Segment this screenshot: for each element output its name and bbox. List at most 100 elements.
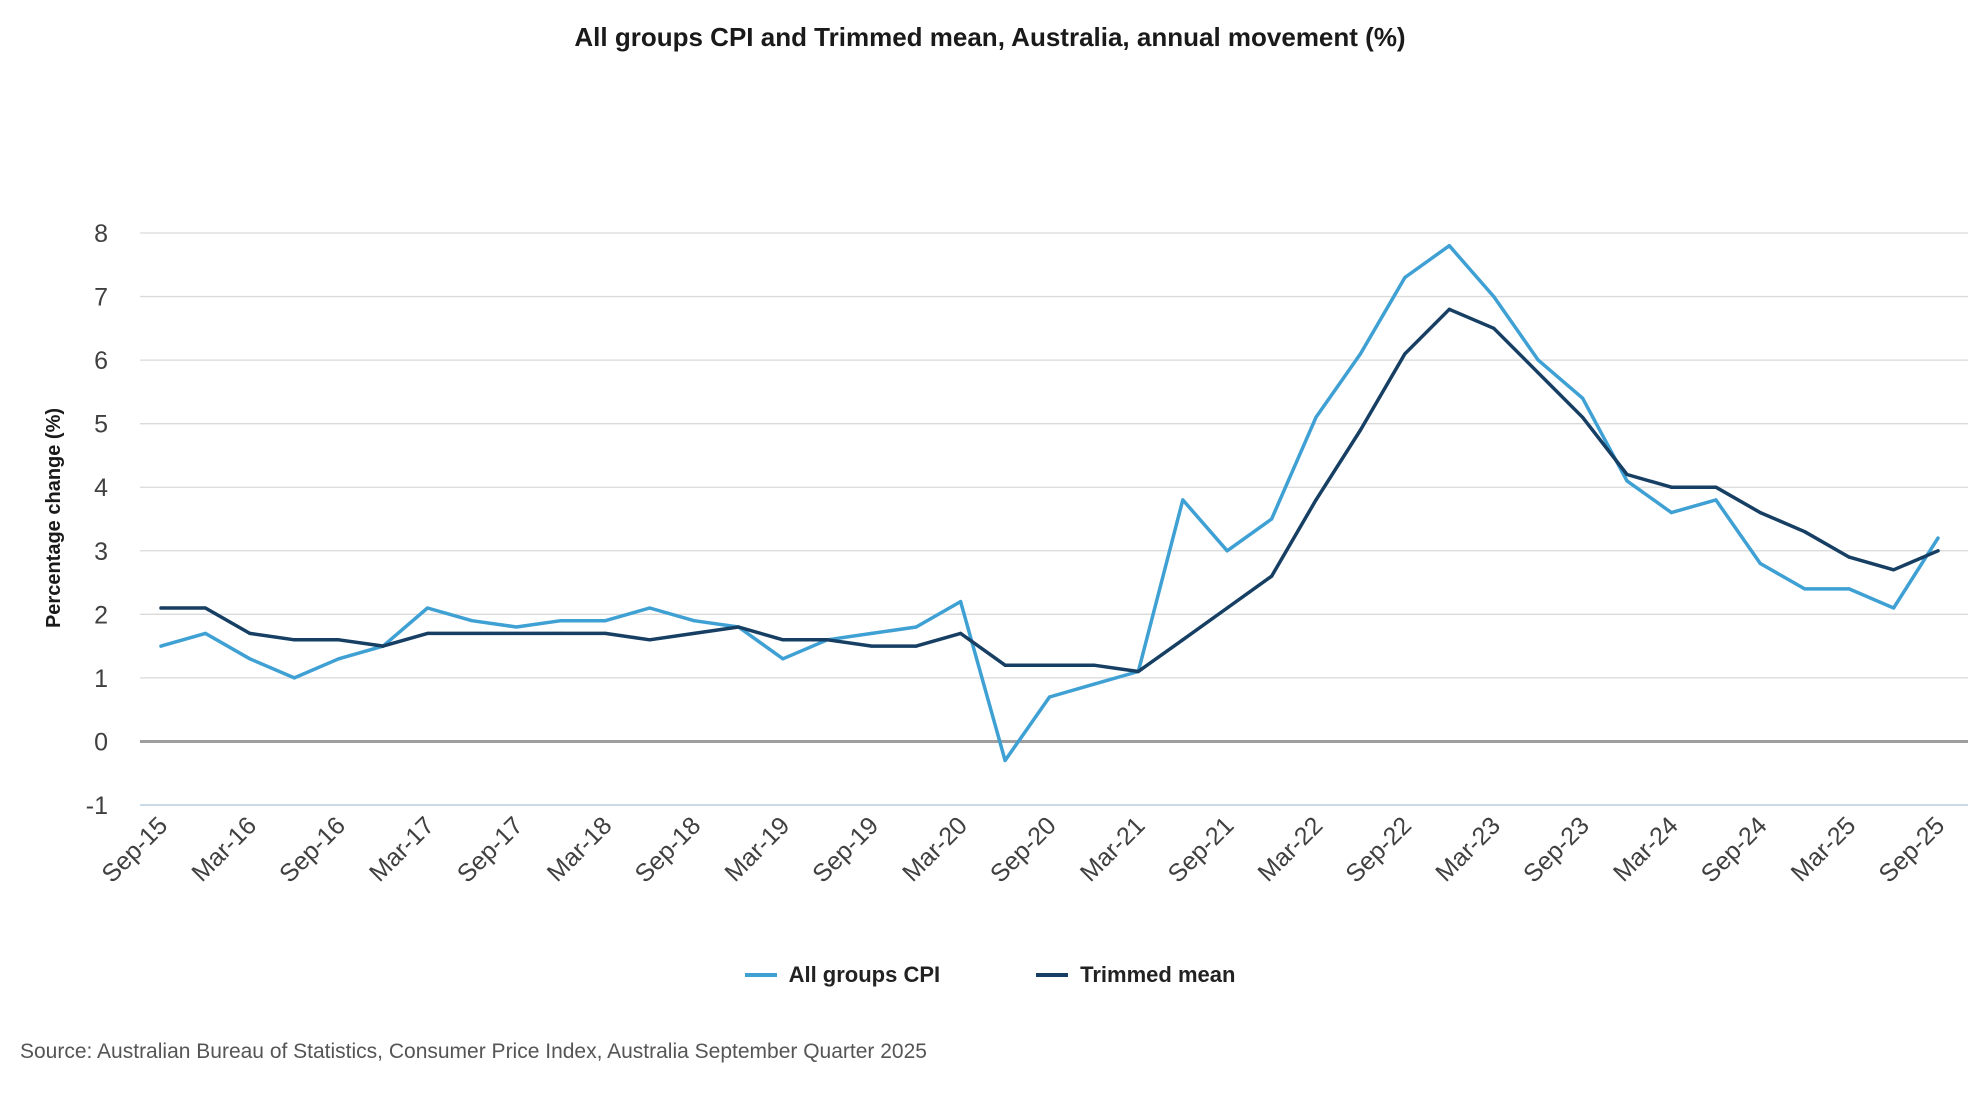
legend-swatch-cpi [744,973,777,977]
data-point [1447,307,1451,311]
data-point [1936,549,1940,553]
data-point [692,619,696,623]
data-point [1847,587,1851,591]
data-point [603,631,607,636]
source-note: Source: Australian Bureau of Statistics,… [20,1040,927,1063]
data-point [1270,517,1274,521]
series-lines [159,243,1940,763]
data-point [1092,663,1096,667]
data-point [1892,568,1896,572]
data-point [1403,352,1407,356]
x-tick-label: Sep-21 [1163,811,1240,888]
x-tick-label: Mar-17 [364,811,440,887]
y-tick-label: -1 [86,792,108,820]
data-point [1758,510,1762,515]
x-tick-label: Mar-16 [186,811,262,887]
data-point [248,631,252,636]
data-point [470,631,474,636]
legend-label-cpi: All groups CPI [788,962,941,987]
data-point [1581,415,1585,419]
data-point [337,657,341,661]
x-tick-label: Mar-20 [897,811,973,887]
data-point [1003,663,1007,667]
data-point [1225,606,1229,610]
x-tick-label: Sep-19 [807,811,884,888]
data-point [1181,498,1185,502]
x-tick-label: Mar-23 [1430,811,1506,887]
legend-item-cpi[interactable]: All groups CPI [744,962,941,988]
data-point [381,644,385,648]
y-tick-label: 2 [94,601,108,629]
data-point [514,631,519,636]
data-point [1358,352,1363,356]
data-point [870,631,874,636]
data-point [1136,669,1140,674]
data-point [159,606,163,610]
x-tick-label: Sep-18 [630,811,707,888]
x-tick-label: Sep-15 [96,811,173,888]
y-tick-label: 6 [94,347,108,375]
data-point [559,631,563,636]
x-tick-label: Sep-23 [1518,811,1595,888]
data-point [425,631,430,636]
data-point [736,625,741,629]
data-point [781,638,785,642]
y-tick-label: 1 [94,665,108,693]
data-point [1758,561,1762,566]
x-tick-label: Sep-22 [1340,811,1417,888]
data-point [470,619,474,623]
data-point [1225,549,1229,553]
x-tick-label: Mar-24 [1608,811,1684,887]
data-point [1936,536,1940,540]
data-point [648,606,652,610]
data-point [337,638,341,642]
x-tick-label: Sep-16 [274,811,351,888]
data-point [1092,682,1096,686]
x-tick-label: Mar-25 [1786,811,1862,887]
y-axis-label: Percentage change (%) [43,408,65,628]
series-line-trimmed-mean [159,307,1940,674]
data-point [1047,695,1052,699]
data-point [159,644,163,648]
data-point [1803,530,1807,534]
legend-item-trimmed-mean[interactable]: Trimmed mean [1036,962,1235,988]
x-axis-ticks: Sep-15 Mar-16 Sep-16 Mar-17 Sep-17 Mar-18 Sep-… [96,811,1950,888]
data-point [248,657,252,661]
x-tick-label: Mar-21 [1075,811,1151,887]
data-point [1314,415,1318,419]
data-point [514,625,519,629]
data-point [1181,638,1185,642]
y-tick-label: 5 [94,411,108,439]
data-point [1447,244,1451,248]
data-point [292,676,296,680]
data-point [1003,758,1007,763]
data-point [1270,574,1274,578]
data-point [425,606,430,610]
data-point [870,644,874,648]
data-point [1536,371,1540,375]
legend-label-trimmed-mean: Trimmed mean [1080,962,1236,987]
data-point [203,606,207,610]
x-tick-label: Mar-18 [542,811,618,887]
x-tick-label: Mar-22 [1252,811,1328,887]
gridlines [140,232,1968,806]
y-axis-ticks: -1 0 1 2 3 4 5 6 7 8 [86,220,108,820]
y-tick-label: 8 [94,220,108,248]
data-point [1669,510,1673,515]
legend-swatch-trimmed-mean [1036,973,1069,977]
data-point [292,638,296,642]
legend: All groups CPI Trimmed mean [0,962,1980,988]
data-point [959,631,963,636]
y-tick-label: 4 [94,474,108,502]
y-tick-label: 7 [94,284,108,312]
x-tick-label: Sep-25 [1873,811,1950,888]
data-point [692,631,696,636]
x-tick-label: Sep-20 [985,811,1062,888]
data-point [603,619,607,623]
data-point [1625,479,1629,483]
x-tick-label: Sep-24 [1696,811,1773,888]
data-point [1803,587,1807,591]
x-tick-label: Mar-19 [719,811,795,887]
series-line-cpi [159,243,1940,763]
